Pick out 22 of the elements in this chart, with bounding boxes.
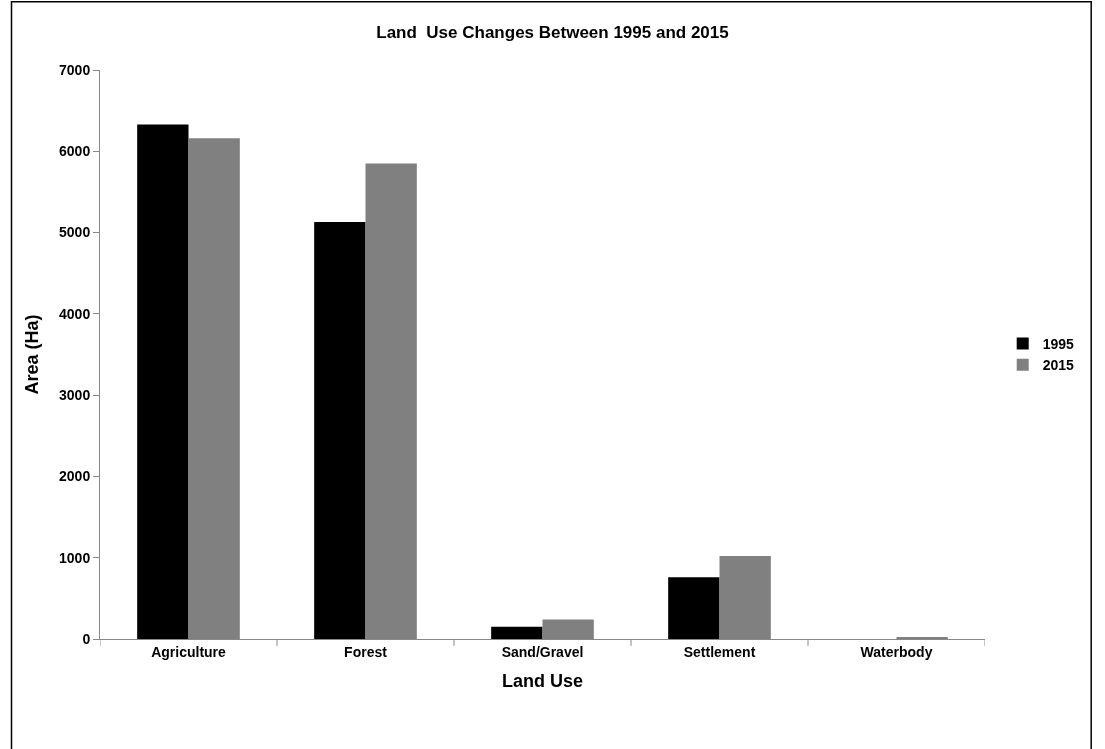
legend-label: 1995 — [1042, 336, 1075, 353]
y-tick-label: 6000 — [59, 143, 91, 160]
y-tick-label: 0 — [82, 630, 91, 647]
y-tick-label: 7000 — [59, 61, 91, 78]
bar — [491, 626, 543, 639]
x-tick-label: Forest — [344, 643, 388, 660]
chart-title: Land Use Changes Between 1995 and 2015 — [376, 23, 729, 43]
y-axis-title: Area (Ha) — [22, 314, 43, 395]
x-tick-label: Sand/Gravel — [501, 643, 584, 660]
x-tick-label: Settlement — [683, 643, 756, 660]
y-tick-label: 2000 — [59, 468, 91, 485]
y-tick-label: 4000 — [59, 305, 91, 322]
y-tick-label: 5000 — [59, 224, 91, 241]
x-axis-title: Land Use — [501, 670, 584, 691]
y-tick-label: 3000 — [59, 387, 91, 404]
bar — [314, 222, 366, 639]
x-tick-label: Agriculture — [151, 643, 227, 660]
bar — [137, 124, 189, 639]
bar — [668, 577, 720, 639]
y-tick-label: 1000 — [59, 549, 91, 566]
x-tick-label: Waterbody — [860, 643, 933, 660]
legend-label: 2015 — [1042, 357, 1075, 374]
